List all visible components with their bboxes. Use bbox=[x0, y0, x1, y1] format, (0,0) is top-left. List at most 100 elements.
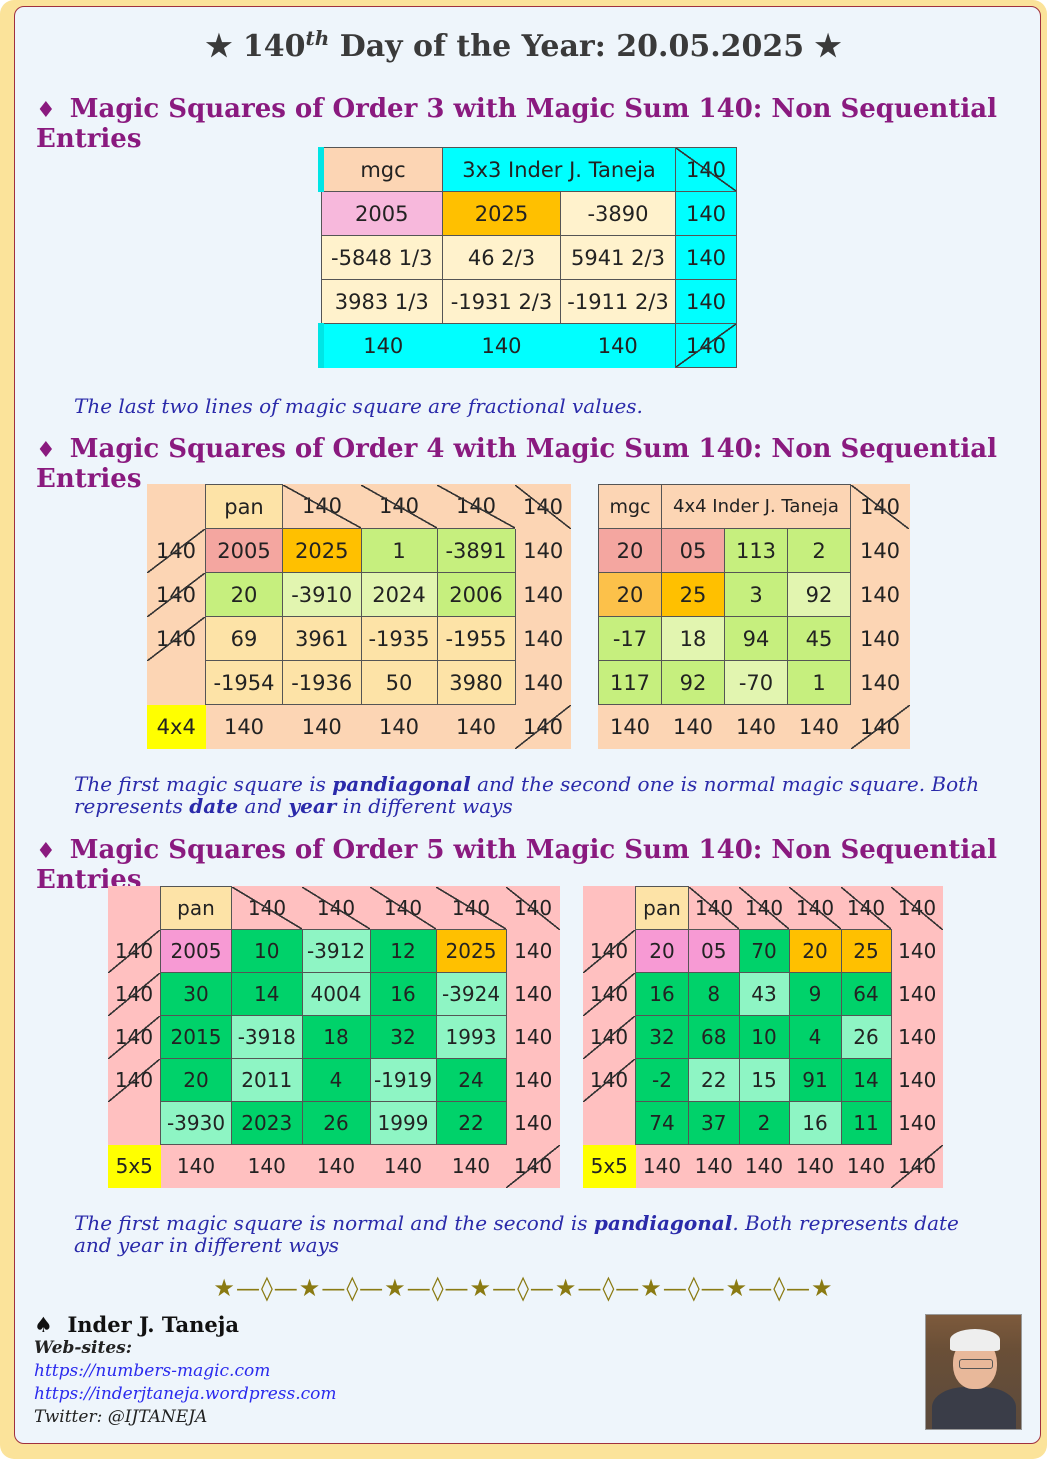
row-sum: 140 bbox=[514, 982, 553, 1006]
cell: -3924 bbox=[435, 972, 507, 1016]
websites-label: Web-sites: bbox=[34, 1338, 133, 1358]
cell: 15 bbox=[738, 1058, 790, 1102]
cell: 5941 2/3 bbox=[560, 235, 676, 280]
section-heading-order5: ♦ Magic Squares of Order 5 with Magic Sum… bbox=[36, 835, 997, 895]
cell: 2011 bbox=[231, 1058, 303, 1102]
cell: 10 bbox=[231, 929, 303, 973]
row-sum: 140 bbox=[859, 626, 901, 651]
cell: 25 bbox=[661, 572, 725, 617]
cell: 18 bbox=[661, 616, 725, 661]
cell: 2005 bbox=[320, 191, 443, 236]
row-sum: 140 bbox=[898, 1025, 937, 1049]
diagonal-sum: 140 bbox=[850, 704, 910, 749]
broken-diagonal-sum: 140 bbox=[147, 528, 206, 573]
cell: 2024 bbox=[360, 572, 438, 617]
cell: 2025 bbox=[442, 191, 561, 236]
column-sum: 140 bbox=[316, 1154, 356, 1179]
cell: 2015 bbox=[160, 1015, 232, 1059]
author-block: ♠ Inder J. Taneja Web-sites: https://num… bbox=[34, 1312, 337, 1429]
column-sum: 140 bbox=[642, 1154, 682, 1179]
cell: -1935 bbox=[360, 616, 438, 661]
cell: -3890 bbox=[560, 191, 676, 236]
cell: 113 bbox=[724, 528, 788, 573]
diagonal-sum: 140 bbox=[675, 147, 737, 192]
cell: 22 bbox=[688, 1058, 740, 1102]
cell: 32 bbox=[369, 1015, 437, 1059]
cell: -1936 bbox=[282, 660, 362, 705]
column-sum: 140 bbox=[609, 714, 651, 739]
cell: -3918 bbox=[231, 1015, 303, 1059]
note-order4: The first magic square is pandiagonal an… bbox=[74, 772, 980, 818]
diagonal-sum: 140 bbox=[282, 484, 361, 529]
magic-square-3x3: mgc 3x3 Inder J. Taneja 140 2005 2025 -3… bbox=[318, 147, 737, 368]
cell: -1954 bbox=[205, 660, 283, 705]
website-link-2[interactable]: https://inderjtaneja.wordpress.com bbox=[34, 1384, 337, 1404]
diagonal-sum: 140 bbox=[675, 323, 737, 368]
cell: 26 bbox=[301, 1101, 371, 1145]
row-sum: 140 bbox=[898, 1068, 937, 1092]
website-link-1[interactable]: https://numbers-magic.com bbox=[34, 1361, 271, 1381]
cell: 3961 bbox=[282, 616, 362, 661]
row-sum: 140 bbox=[523, 626, 564, 651]
diagonal-sum: 140 bbox=[841, 886, 891, 930]
diagonal-sum: 140 bbox=[302, 886, 370, 930]
diagonal-sum: 140 bbox=[739, 886, 789, 930]
cell: 26 bbox=[840, 1015, 892, 1059]
cell: 94 bbox=[724, 616, 788, 661]
column-sum: 140 bbox=[247, 1154, 286, 1179]
cell: 25 bbox=[840, 929, 892, 973]
column-sum: 140 bbox=[672, 714, 714, 739]
column-sum: 140 bbox=[301, 714, 342, 739]
cell: 2006 bbox=[436, 572, 516, 617]
cell: 9 bbox=[788, 972, 842, 1016]
row-sum: 140 bbox=[523, 582, 564, 607]
column-sum: 140 bbox=[795, 1154, 835, 1179]
column-sum: 140 bbox=[383, 1154, 423, 1179]
cell: 20 bbox=[635, 929, 689, 973]
cell: 43 bbox=[738, 972, 790, 1016]
row-sum: 140 bbox=[675, 235, 737, 280]
cell: -3891 bbox=[436, 528, 516, 573]
diagonal-sum: 140 bbox=[370, 886, 436, 930]
cell: 64 bbox=[840, 972, 892, 1016]
diagonal-sum: 140 bbox=[789, 886, 841, 930]
cell: -1919 bbox=[369, 1058, 437, 1102]
row-sum: 140 bbox=[514, 1068, 553, 1092]
column-sum: 140 bbox=[798, 714, 840, 739]
note-order5: The first magic square is normal and the… bbox=[74, 1211, 959, 1257]
cell: 8 bbox=[688, 972, 740, 1016]
broken-diagonal-sum: 140 bbox=[108, 972, 161, 1016]
broken-diagonal-sum: 140 bbox=[108, 1015, 161, 1059]
broken-diagonal-sum: 140 bbox=[147, 616, 206, 661]
cell: 2005 bbox=[205, 528, 283, 573]
square-title: 4x4 Inder J. Taneja bbox=[661, 484, 851, 529]
diagonal-sum: 140 bbox=[506, 1144, 560, 1188]
order-label: 5x5 bbox=[583, 1144, 636, 1188]
row-sum: 140 bbox=[898, 982, 937, 1006]
diagonal-sum: 140 bbox=[515, 704, 571, 749]
cell: 18 bbox=[301, 1015, 371, 1059]
column-sum: 140 bbox=[378, 714, 420, 739]
magic-square-4x4-normal: mgc 4x4 Inder J. Taneja 140 20 05 113 2 … bbox=[598, 484, 910, 749]
note-order3: The last two lines of magic square are f… bbox=[74, 394, 643, 418]
cell: 2025 bbox=[435, 929, 507, 973]
cell: 117 bbox=[598, 660, 662, 705]
cell: 05 bbox=[688, 929, 740, 973]
cell: 20 bbox=[160, 1058, 232, 1102]
broken-diagonal-sum: 140 bbox=[583, 1015, 636, 1059]
cell: 74 bbox=[635, 1101, 689, 1145]
cell: 2 bbox=[738, 1101, 790, 1145]
broken-diagonal-sum: 140 bbox=[583, 929, 636, 973]
column-sum: 140 bbox=[694, 1154, 733, 1179]
cell: 32 bbox=[635, 1015, 689, 1059]
cell: 16 bbox=[788, 1101, 842, 1145]
diagonal-sum: 140 bbox=[688, 886, 740, 930]
author-photo bbox=[925, 1314, 1022, 1430]
broken-diagonal-sum: 140 bbox=[583, 1058, 636, 1102]
cell: 4 bbox=[301, 1058, 371, 1102]
cell: 4 bbox=[788, 1015, 842, 1059]
square-label: pan bbox=[205, 484, 283, 529]
cell: 20 bbox=[598, 528, 662, 573]
cell: 16 bbox=[635, 972, 689, 1016]
cell: 91 bbox=[788, 1058, 842, 1102]
